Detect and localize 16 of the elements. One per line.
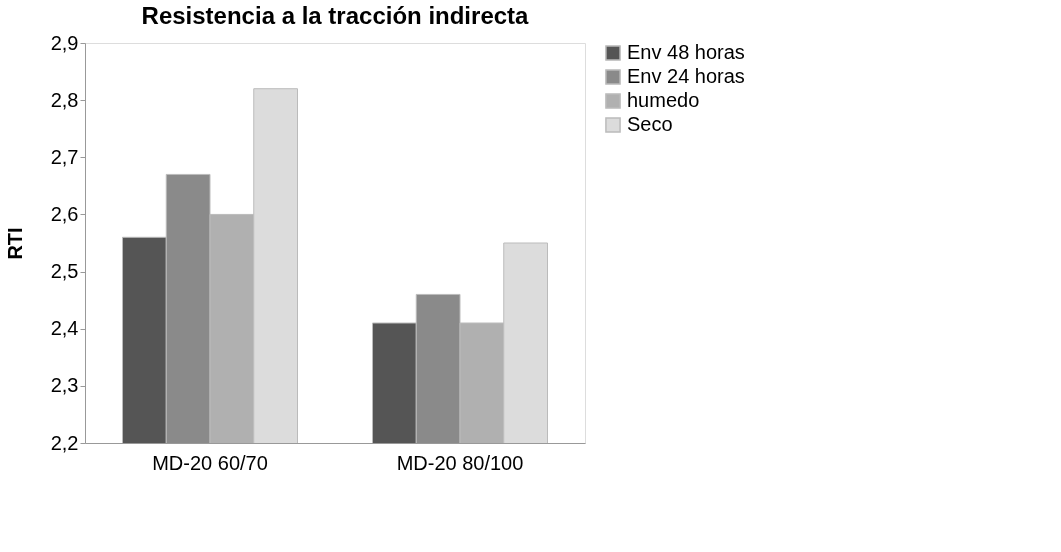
y-axis-title: RTI (3, 227, 26, 260)
y-tick-label: 2,9 (50, 31, 79, 54)
y-tick-label: 2,3 (50, 374, 79, 397)
y-tick-label: 2,4 (50, 317, 79, 340)
x-tick-label: MD-20 60/70 (152, 451, 268, 474)
y-tick-label: 2,8 (50, 88, 79, 111)
y-tick-label: 2,6 (50, 202, 79, 225)
y-tick-label: 2,5 (50, 260, 79, 283)
legend-label: Env 48 horas (627, 41, 745, 63)
chart-title: Resistencia a la tracción indirecta (141, 2, 530, 29)
y-tick-label: 2,2 (50, 431, 79, 454)
x-tick-label: MD-20 80/100 (396, 451, 524, 474)
legend-label: Env 24 horas (627, 65, 745, 87)
legend-label: Seco (627, 113, 673, 135)
legend-label: humedo (627, 89, 700, 111)
y-tick-label: 2,7 (50, 145, 79, 168)
